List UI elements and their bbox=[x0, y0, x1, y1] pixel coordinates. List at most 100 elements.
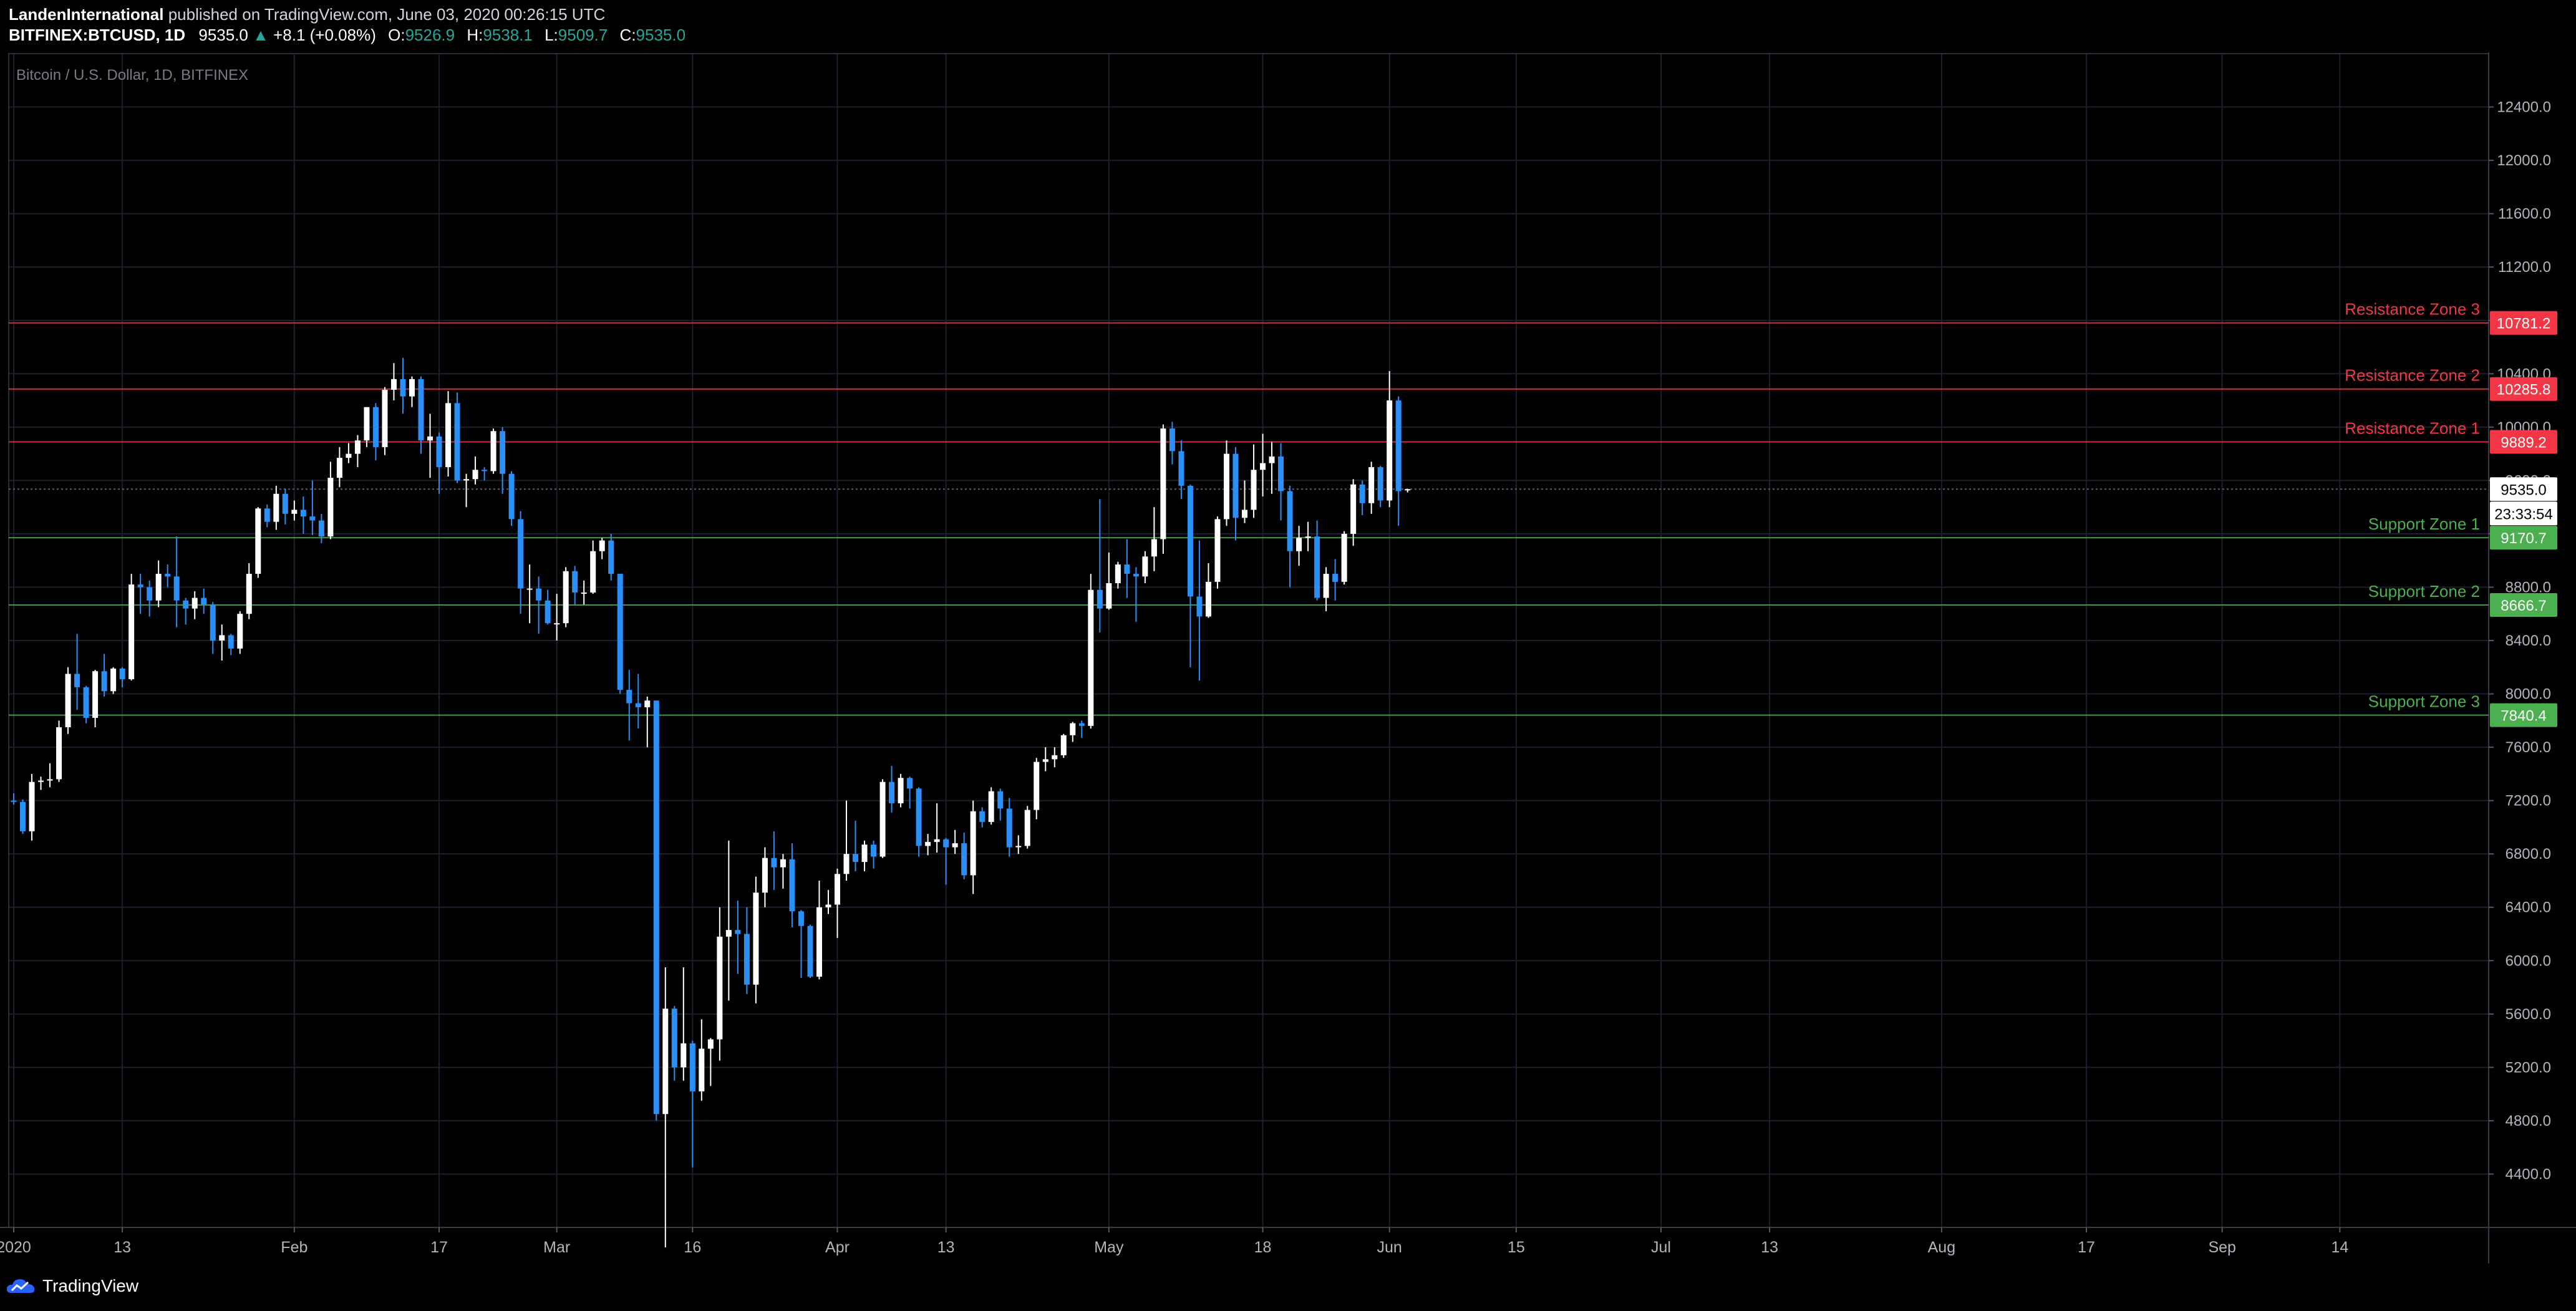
symbol-label: BITFINEX:BTCUSD, 1D bbox=[9, 26, 186, 44]
candle-body bbox=[1115, 564, 1121, 584]
candle-body bbox=[309, 516, 316, 521]
publish-info: LandenInternational published on Trading… bbox=[9, 5, 605, 24]
chart-background bbox=[0, 52, 2576, 1264]
candle bbox=[1314, 520, 1320, 601]
candle-body bbox=[1160, 428, 1166, 539]
candle bbox=[165, 564, 171, 588]
candle-body bbox=[925, 841, 931, 846]
time-axis[interactable]: 2020 13 Feb 17 Mar 16 Apr 13 May 18 Jun 15 Jul 13 Aug 1… bbox=[0, 1227, 2348, 1256]
close-value: 9535.0 bbox=[636, 26, 686, 44]
candle-body bbox=[680, 1043, 687, 1068]
price-tick-label: 11200.0 bbox=[2498, 259, 2551, 276]
candle bbox=[29, 773, 35, 841]
price-chart[interactable]: Bitcoin / U.S. Dollar, 1D, BITFINEX Resi… bbox=[0, 52, 2576, 1264]
candle bbox=[780, 854, 786, 889]
candle bbox=[56, 720, 62, 782]
candle bbox=[65, 667, 71, 734]
candle bbox=[463, 473, 470, 508]
candle bbox=[409, 376, 415, 407]
candle bbox=[735, 901, 741, 974]
candle-body bbox=[490, 431, 496, 472]
candle-body bbox=[191, 597, 198, 609]
candle-body bbox=[889, 781, 895, 803]
candle bbox=[1350, 479, 1357, 546]
time-tick-label: 15 bbox=[1508, 1239, 1525, 1256]
candle-body bbox=[979, 811, 985, 822]
candle bbox=[934, 803, 940, 853]
candle-body bbox=[1015, 846, 1022, 848]
candle bbox=[500, 427, 506, 494]
price-tick-label: 7200.0 bbox=[2506, 793, 2551, 810]
author-name[interactable]: LandenInternational bbox=[9, 5, 164, 24]
candle bbox=[364, 407, 370, 447]
high-label: H: bbox=[467, 26, 483, 44]
last-price: 9535.0 bbox=[198, 26, 248, 44]
candle-body bbox=[92, 671, 99, 718]
candle-body bbox=[1287, 491, 1293, 551]
price-tick-label: 6400.0 bbox=[2506, 899, 2551, 916]
time-tick-label: Feb bbox=[281, 1239, 307, 1256]
candle bbox=[1395, 396, 1402, 526]
candle bbox=[11, 793, 17, 805]
cloud-icon bbox=[6, 1279, 35, 1293]
candle-body bbox=[436, 436, 442, 467]
candle bbox=[1133, 567, 1139, 622]
candle bbox=[816, 880, 822, 980]
candles bbox=[11, 357, 1411, 1248]
candle-body bbox=[545, 600, 551, 624]
candle-body bbox=[282, 493, 288, 514]
candle-body bbox=[1097, 589, 1103, 609]
price-tick-label: 12400.0 bbox=[2497, 99, 2551, 116]
candle bbox=[92, 670, 99, 728]
candle-body bbox=[952, 843, 958, 848]
candle-body bbox=[526, 588, 533, 590]
tradingview-logo[interactable]: TradingView bbox=[6, 1276, 138, 1296]
level-tag bbox=[2490, 703, 2557, 727]
candle-body bbox=[364, 407, 370, 441]
high-value: 9538.1 bbox=[483, 26, 533, 44]
candle-body bbox=[83, 687, 89, 718]
countdown-tag-label: 23:33:54 bbox=[2494, 506, 2552, 523]
candle-body bbox=[599, 540, 605, 551]
candle-body bbox=[74, 674, 80, 687]
price-tick-label: 8400.0 bbox=[2506, 632, 2551, 649]
price-tick-label: 4800.0 bbox=[2506, 1113, 2551, 1130]
candle-body bbox=[762, 858, 768, 893]
candle-body bbox=[934, 839, 940, 842]
candle-body bbox=[554, 623, 560, 625]
candle bbox=[318, 513, 324, 543]
candle bbox=[952, 830, 958, 854]
candle-body bbox=[771, 858, 777, 868]
candle-body bbox=[861, 844, 868, 863]
candle-body bbox=[563, 571, 569, 624]
candle bbox=[219, 624, 225, 661]
candle-body bbox=[644, 700, 651, 707]
candle bbox=[943, 838, 949, 885]
candle-body bbox=[1242, 510, 1248, 518]
candle bbox=[771, 831, 777, 890]
candle-body bbox=[871, 844, 877, 857]
time-tick-label: Jul bbox=[1651, 1239, 1671, 1256]
level-tag bbox=[2490, 593, 2557, 617]
candle-body bbox=[735, 930, 741, 934]
candle bbox=[1151, 507, 1157, 571]
candle bbox=[1070, 722, 1076, 742]
level-tag bbox=[2490, 311, 2557, 335]
candle-body bbox=[327, 478, 334, 537]
level-tag-label: 10781.2 bbox=[2497, 316, 2551, 332]
time-tick-label: Sep bbox=[2208, 1239, 2235, 1256]
candle-body bbox=[789, 859, 795, 912]
candle bbox=[626, 670, 632, 741]
grid-lines bbox=[9, 54, 2489, 1227]
candle bbox=[518, 511, 524, 614]
candle-body bbox=[318, 520, 324, 537]
brand-name: TradingView bbox=[42, 1276, 139, 1295]
up-arrow-icon: ▲ bbox=[253, 26, 269, 44]
candle-body bbox=[1350, 484, 1357, 534]
candle-body bbox=[853, 854, 859, 863]
candle-body bbox=[961, 843, 967, 876]
candle bbox=[354, 435, 361, 467]
candle-body bbox=[590, 551, 596, 593]
candle-body bbox=[572, 571, 578, 593]
candle bbox=[853, 820, 859, 871]
